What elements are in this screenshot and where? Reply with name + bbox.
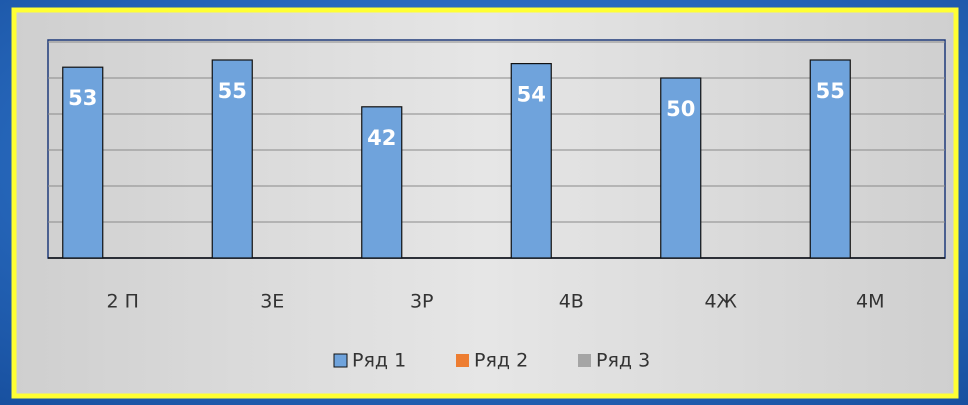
data-label: 42 [367,126,396,150]
data-label: 50 [666,97,695,121]
legend-swatch [578,354,591,367]
bar [809,59,851,259]
bar [660,77,702,259]
data-label: 55 [218,79,247,103]
data-label: 55 [816,79,845,103]
data-label: 54 [517,83,546,107]
x-tick-label: 2 П [107,291,139,313]
x-tick-label: 3Е [260,291,284,313]
legend-swatch [333,353,348,368]
x-tick-label: 4М [856,291,884,313]
legend-swatch [456,354,469,367]
legend-label: Ряд 3 [596,350,650,372]
bar [361,106,403,259]
bar [62,66,104,259]
bar [211,59,253,259]
chart-panel [11,7,959,399]
data-label: 53 [68,86,97,110]
x-tick-label: 4В [559,291,584,313]
legend-label: Ряд 1 [352,350,406,372]
bar [510,62,552,259]
x-tick-label: 4Ж [704,291,737,313]
legend-label: Ряд 2 [474,350,528,372]
x-tick-label: 3Р [410,291,434,313]
